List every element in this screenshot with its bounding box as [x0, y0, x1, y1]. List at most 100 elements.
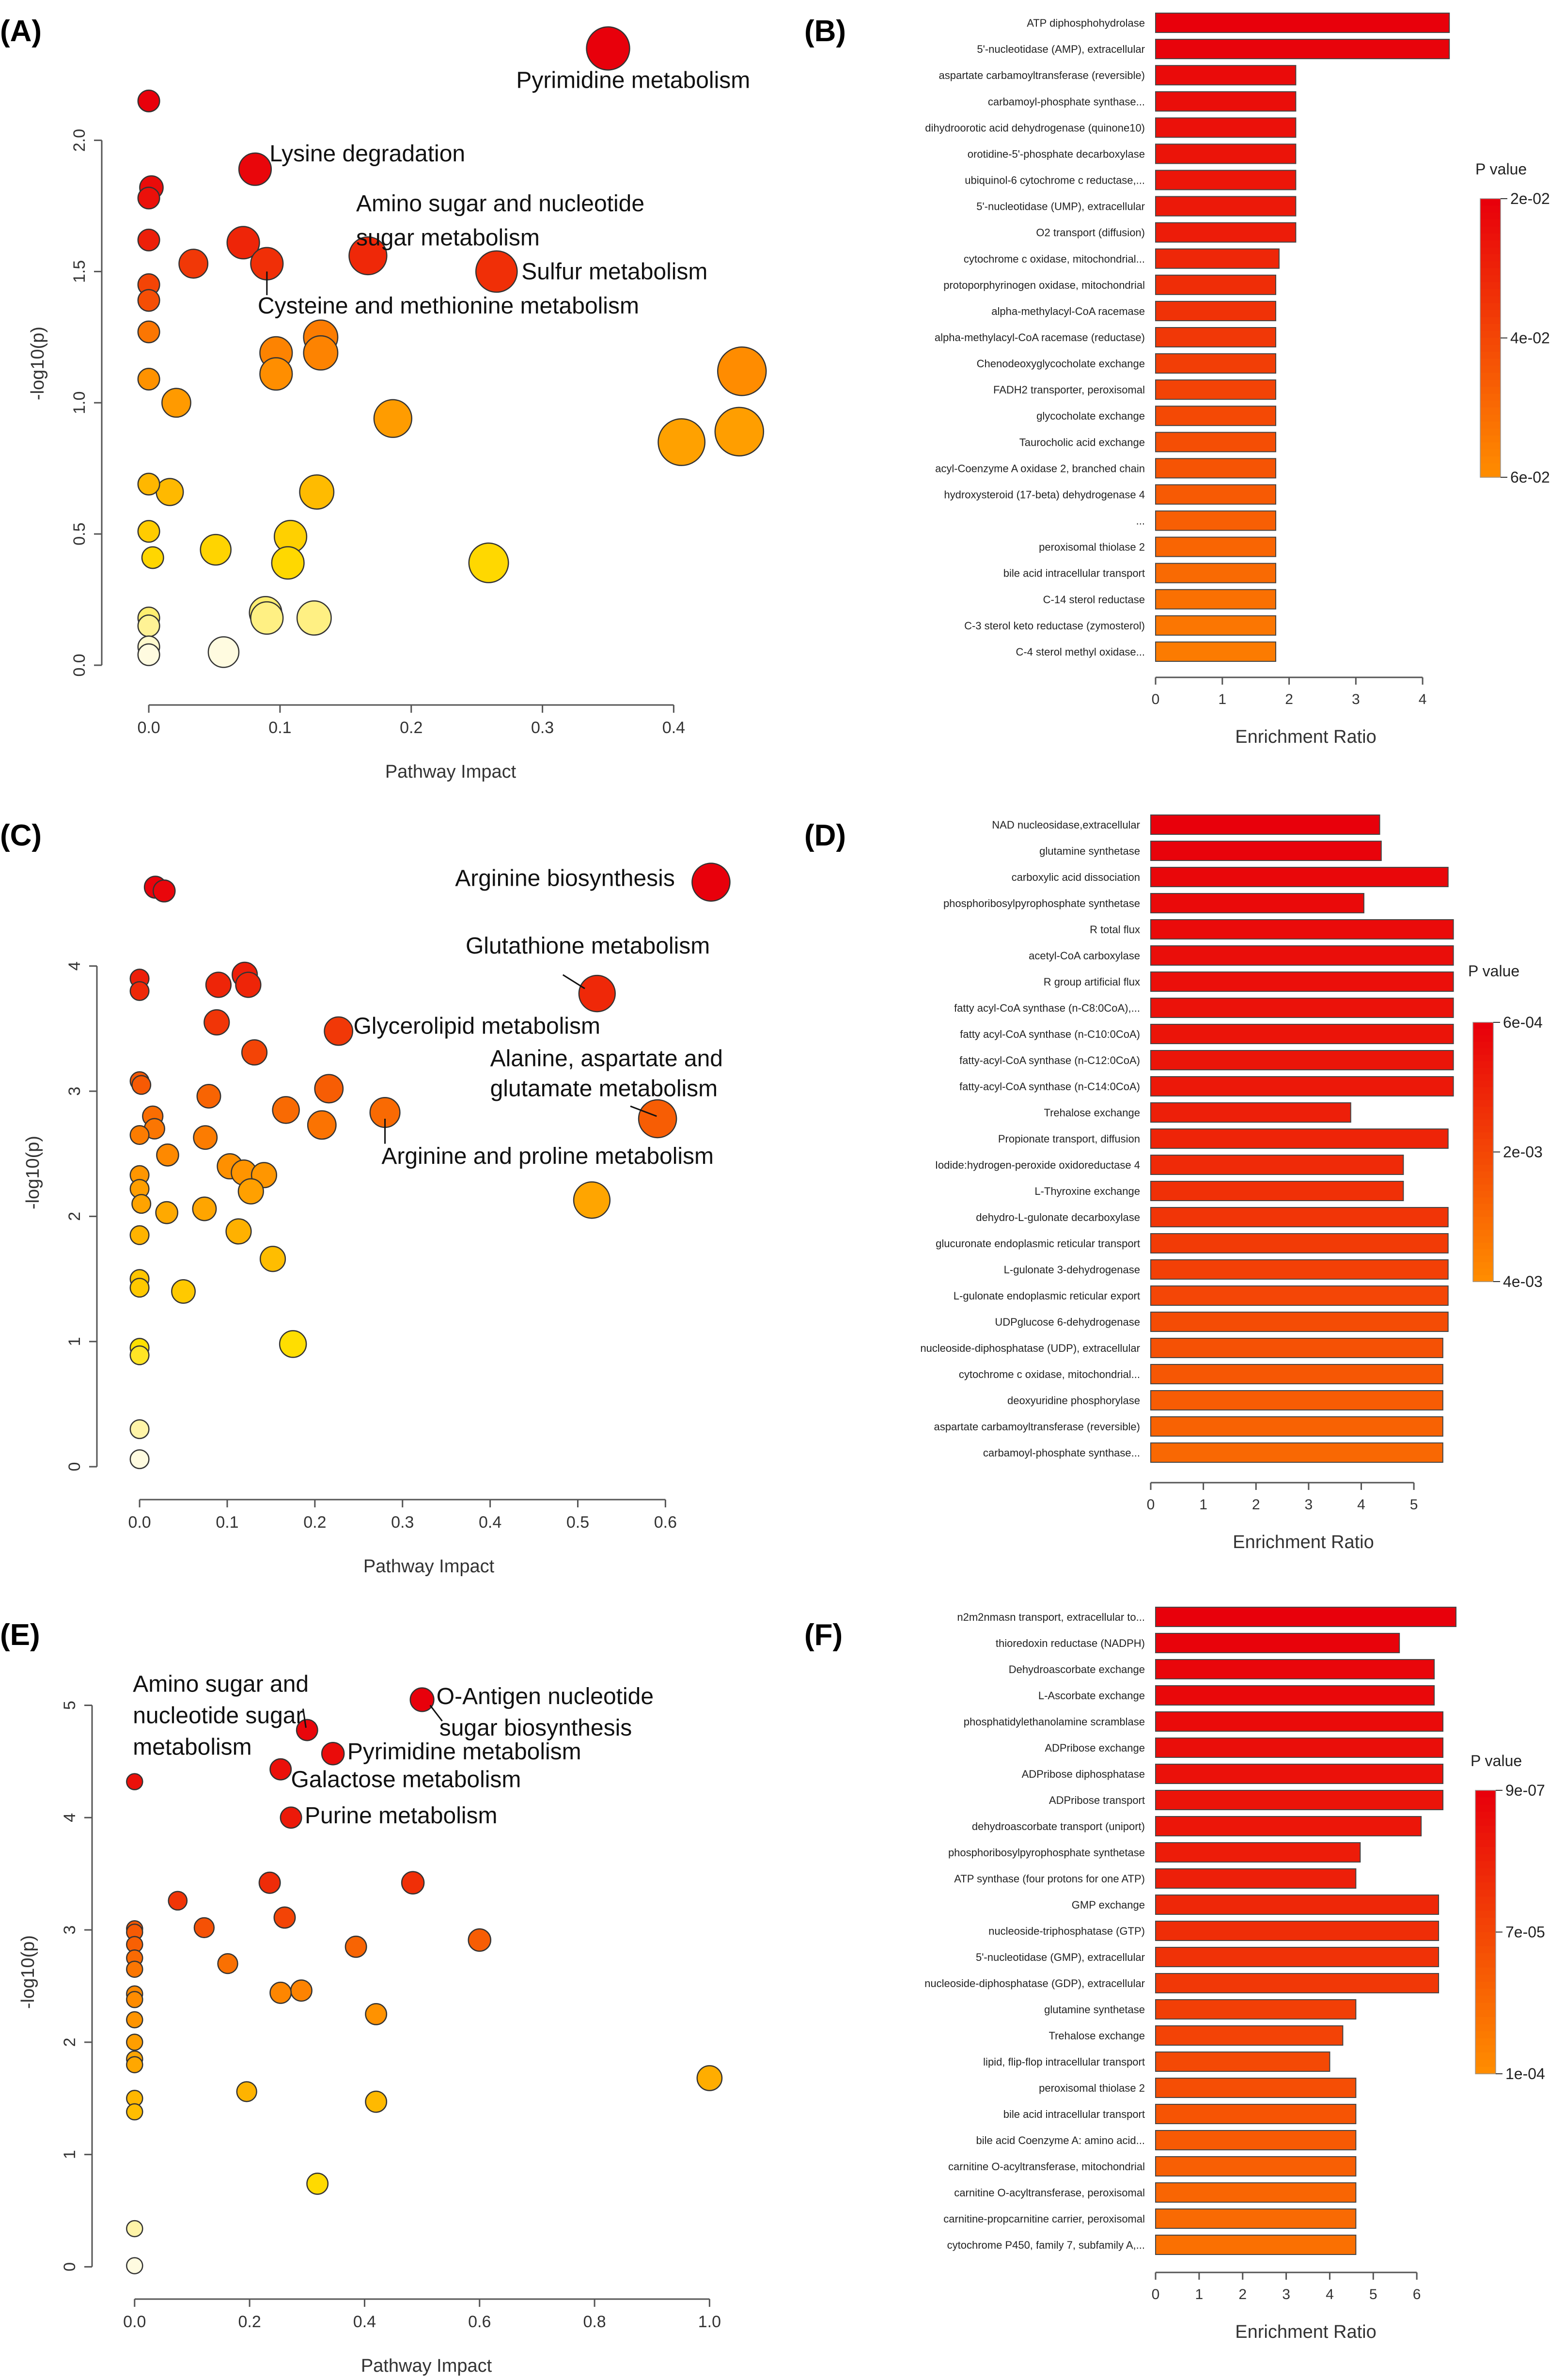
- bar: [1155, 248, 1280, 269]
- bar: [1150, 1312, 1449, 1332]
- legend-gradient-step: [1480, 233, 1501, 241]
- bar-category-label: GMP exchange: [1072, 1899, 1145, 1911]
- bar: [1155, 1607, 1456, 1627]
- legend-gradient-step: [1475, 1875, 1496, 1883]
- bar-category-label: bile acid intracellular transport: [1003, 2108, 1145, 2120]
- bar: [1155, 1685, 1435, 1706]
- legend-gradient-step: [1475, 1996, 1496, 2004]
- bar: [1155, 510, 1276, 531]
- pathway-annotation: Arginine and proline metabolism: [381, 1143, 714, 1169]
- bar-category-label: fatty acyl-CoA synthase (n-C10:0CoA): [960, 1028, 1140, 1040]
- legend-gradient-step: [1480, 366, 1501, 374]
- y-tick-label: 4: [65, 961, 84, 971]
- legend-gradient-step: [1475, 1953, 1496, 1961]
- scatter-point: [207, 636, 240, 668]
- legend-gradient-step: [1480, 303, 1501, 311]
- scatter-point: [280, 1806, 302, 1829]
- legend-gradient-step: [1480, 379, 1501, 388]
- legend-gradient-step: [1475, 1904, 1496, 1911]
- legend-gradient-step: [1473, 1268, 1493, 1276]
- legend-gradient-step: [1480, 393, 1501, 401]
- legend-label: 9e-07: [1505, 1782, 1545, 1799]
- scatter-point: [401, 1871, 425, 1895]
- legend-gradient-step: [1475, 1981, 1496, 1989]
- legend-gradient-step: [1473, 1190, 1493, 1198]
- bar: [1155, 2051, 1330, 2072]
- scatter-point: [156, 1143, 179, 1167]
- bar: [1155, 13, 1450, 33]
- legend-label: 6e-02: [1510, 469, 1550, 486]
- x-tick-label: 0.6: [468, 2313, 491, 2331]
- scatter-point: [271, 546, 305, 580]
- scatter-point: [691, 862, 731, 902]
- bar-category-label: carboxylic acid dissociation: [1012, 871, 1140, 883]
- scatter-point: [192, 1196, 217, 1221]
- scatter-point: [307, 1110, 337, 1140]
- legend-gradient-step: [1480, 449, 1501, 457]
- scatter-point: [299, 474, 335, 510]
- x-tick-label: 2: [1238, 2286, 1247, 2302]
- bar-category-label: glutamine synthetase: [1044, 2004, 1145, 2016]
- bar-category-label: aspartate carbamoyltransferase (reversib…: [934, 1421, 1140, 1433]
- legend-gradient-step: [1475, 1989, 1496, 1997]
- bar: [1150, 1102, 1351, 1123]
- scatter-point: [200, 533, 232, 566]
- bar: [1155, 91, 1297, 112]
- legend-gradient-step: [1473, 1230, 1493, 1237]
- legend-label: 2e-02: [1510, 190, 1550, 207]
- scatter-point: [225, 1218, 252, 1245]
- scatter-point: [226, 226, 260, 260]
- bar-category-label: thioredoxin reductase (NADPH): [996, 1637, 1145, 1649]
- bar: [1155, 379, 1276, 400]
- legend-gradient-step: [1473, 1249, 1493, 1256]
- scatter-point: [196, 1083, 221, 1109]
- bar: [1155, 1895, 1440, 1915]
- bar-category-label: n2m2nmasn transport, extracellular to...: [957, 1611, 1145, 1623]
- bar-category-label: nucleoside-diphosphatase (UDP), extracel…: [920, 1342, 1140, 1354]
- bar: [1155, 406, 1276, 426]
- bar: [1155, 641, 1276, 662]
- bar: [1155, 1790, 1444, 1810]
- bar: [1155, 615, 1276, 636]
- bar-category-label: fatty-acyl-CoA synthase (n-C12:0CoA): [959, 1054, 1140, 1066]
- bar: [1155, 1868, 1357, 1889]
- scatter-point: [314, 1074, 344, 1104]
- x-tick-label: 1.0: [698, 2313, 721, 2331]
- scatter-point: [129, 1345, 150, 1365]
- bar-category-label: C-14 sterol reductase: [1043, 594, 1145, 606]
- legend-gradient-step: [1473, 1165, 1493, 1172]
- x-tick-label: 0.3: [531, 719, 554, 737]
- legend: P value 9e-07 7e-05 1e-04: [1471, 1752, 1545, 2082]
- bar-category-label: fatty-acyl-CoA synthase (n-C14:0CoA): [959, 1080, 1140, 1093]
- scatter-point: [155, 1201, 178, 1224]
- legend-gradient-step: [1480, 331, 1501, 339]
- pathway-annotation: Glycerolipid metabolism: [353, 1013, 600, 1039]
- bar: [1150, 1442, 1443, 1463]
- x-tick-label: 0.8: [583, 2313, 606, 2331]
- legend-gradient-step: [1480, 463, 1501, 471]
- legend-gradient-step: [1473, 1152, 1493, 1159]
- x-tick-label: 4: [1326, 2286, 1334, 2302]
- scatter-point: [137, 614, 160, 638]
- bar-category-label: R total flux: [1090, 924, 1140, 936]
- legend-gradient-step: [1473, 1087, 1493, 1095]
- pathway-annotation: O-Antigen nucleotide: [437, 1684, 654, 1709]
- x-tick-label: 4: [1357, 1497, 1365, 1513]
- x-tick-label: 0.2: [303, 1513, 326, 1532]
- bar-category-label: fatty acyl-CoA synthase (n-C8:0CoA),...: [954, 1002, 1140, 1014]
- annotation-leader-line: [302, 1708, 307, 1728]
- legend-gradient-step: [1475, 1967, 1496, 1975]
- bar: [1155, 484, 1276, 505]
- y-tick-label: 5: [61, 1701, 79, 1710]
- legend-gradient-step: [1475, 1974, 1496, 1982]
- bar-category-label: glutamine synthetase: [1039, 845, 1140, 857]
- bar: [1150, 998, 1454, 1018]
- bar: [1155, 1764, 1444, 1784]
- scatter-point: [217, 1953, 238, 1974]
- bar-category-label: orotidine-5'-phosphate decarboxylase: [968, 148, 1145, 160]
- bar-category-label: Trehalose exchange: [1049, 2030, 1145, 2042]
- legend-gradient-step: [1475, 1847, 1496, 1855]
- bar-category-label: ADPribose diphosphatase: [1022, 1768, 1145, 1780]
- y-tick-label: 3: [61, 1926, 79, 1935]
